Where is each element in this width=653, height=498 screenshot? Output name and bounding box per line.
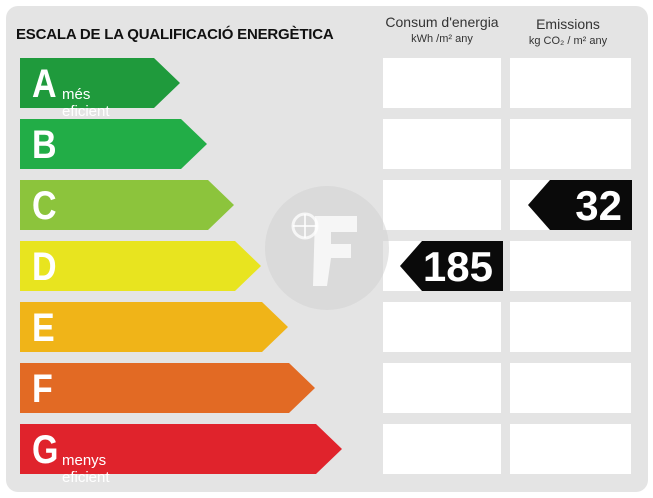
emissions-cell bbox=[510, 424, 631, 474]
emissions-badge-value: 32 bbox=[575, 182, 622, 229]
logo-watermark-icon bbox=[265, 186, 389, 310]
rating-arrow-g bbox=[20, 424, 342, 474]
emissions-header: Emissions kg CO₂ / m² any bbox=[509, 16, 627, 47]
consum-badge-value: 185 bbox=[422, 243, 493, 290]
consum-cell bbox=[383, 302, 501, 352]
consum-cell bbox=[383, 424, 501, 474]
rating-sublabel: menys eficient bbox=[62, 452, 110, 486]
emissions-cell bbox=[510, 302, 631, 352]
rating-letter: F bbox=[32, 367, 53, 411]
rating-letter: A bbox=[32, 62, 57, 106]
emissions-cell bbox=[510, 363, 631, 413]
emissions-unit: kg CO₂ / m² any bbox=[528, 35, 608, 47]
consum-badge: 185 bbox=[400, 241, 503, 291]
rating-arrow-a bbox=[20, 58, 180, 108]
rating-sublabel: més eficient bbox=[62, 86, 110, 120]
rating-letter: G bbox=[32, 428, 59, 472]
consum-title: Consum d'energia bbox=[385, 14, 499, 30]
rating-arrow-b bbox=[20, 119, 207, 169]
consum-cell bbox=[383, 180, 501, 230]
consum-cell bbox=[383, 119, 501, 169]
emissions-cell bbox=[510, 241, 631, 291]
consum-cell bbox=[383, 363, 501, 413]
rating-arrow-f bbox=[20, 363, 315, 413]
rating-letter: B bbox=[32, 123, 57, 167]
rating-letter: D bbox=[32, 245, 57, 289]
rating-letter: E bbox=[32, 306, 55, 350]
consum-cell bbox=[383, 58, 501, 108]
consum-header: Consum d'energia kWh /m² any bbox=[383, 14, 501, 45]
emissions-title: Emissions bbox=[536, 16, 600, 32]
emissions-badge: 32 bbox=[528, 180, 632, 230]
rating-arrow-d bbox=[20, 241, 261, 291]
rating-letter: C bbox=[32, 184, 57, 228]
emissions-cell bbox=[510, 58, 631, 108]
label-title: ESCALA DE LA QUALIFICACIÓ ENERGÈTICA bbox=[16, 26, 334, 43]
emissions-cell bbox=[510, 119, 631, 169]
consum-unit: kWh /m² any bbox=[411, 33, 473, 45]
rating-arrow-c bbox=[20, 180, 234, 230]
rating-arrow-e bbox=[20, 302, 288, 352]
